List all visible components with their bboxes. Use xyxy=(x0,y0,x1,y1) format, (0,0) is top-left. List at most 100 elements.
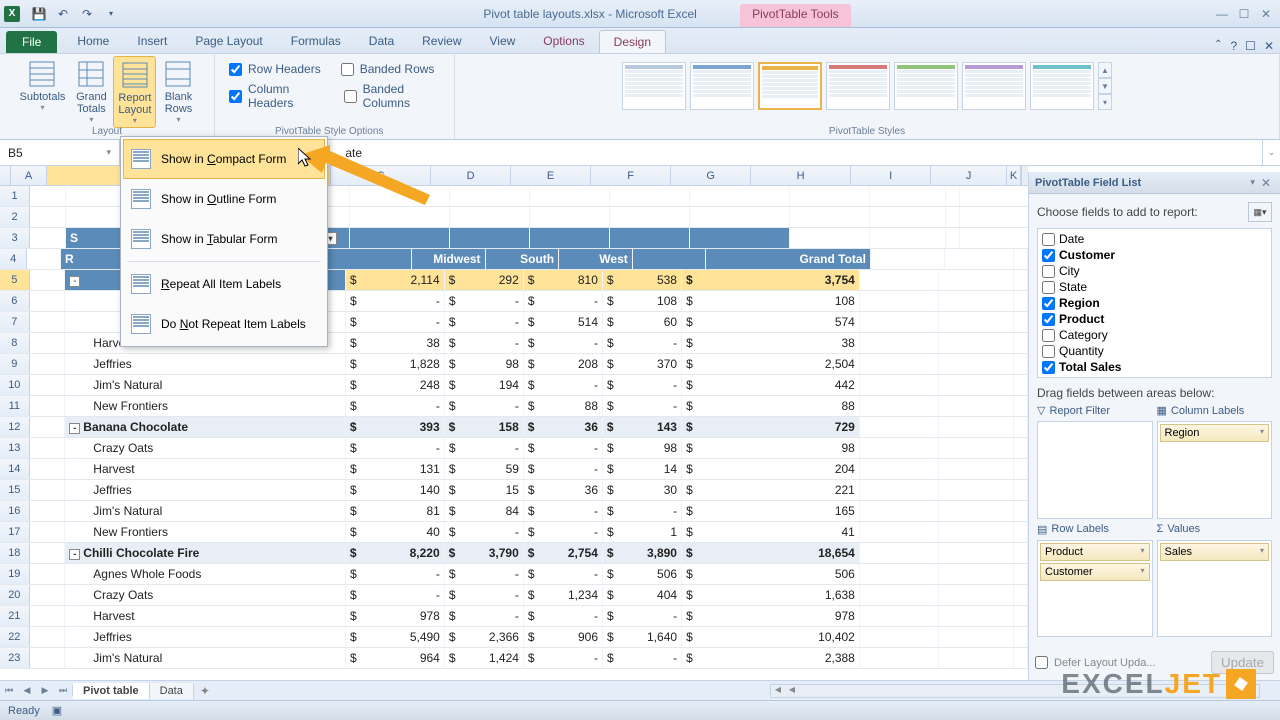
gallery-more-icon[interactable]: ▾ xyxy=(1098,94,1112,110)
sheet-tab-data[interactable]: Data xyxy=(150,683,194,699)
sheet-next-icon[interactable]: ▶ xyxy=(36,685,54,696)
row-header-14[interactable]: 14 xyxy=(0,459,30,479)
row-header-1[interactable]: 1 xyxy=(0,186,30,206)
row-header-4[interactable]: 4 xyxy=(0,249,27,269)
row-header-19[interactable]: 19 xyxy=(0,564,30,584)
qat-customize-icon[interactable]: ▾ xyxy=(100,4,122,24)
field-city[interactable]: City xyxy=(1040,263,1269,279)
value-chip-sales[interactable]: Sales xyxy=(1160,543,1270,561)
maximize-icon[interactable]: ☐ xyxy=(1234,5,1254,23)
gallery-up-icon[interactable]: ▲ xyxy=(1098,62,1112,78)
formula-expand-icon[interactable]: ⌄ xyxy=(1262,140,1280,165)
field-region[interactable]: Region xyxy=(1040,295,1269,311)
blank-rows-button[interactable]: Blank Rows ▾ xyxy=(158,56,198,128)
row-header-12[interactable]: 12 xyxy=(0,417,30,437)
col-header-F[interactable]: F xyxy=(591,166,671,185)
column-chip-region[interactable]: Region xyxy=(1160,424,1270,442)
report-filter-box[interactable] xyxy=(1037,421,1153,519)
style-thumb-2[interactable] xyxy=(758,62,822,110)
row-header-5[interactable]: 5 xyxy=(0,270,30,290)
field-date[interactable]: Date xyxy=(1040,231,1269,247)
row-header-17[interactable]: 17 xyxy=(0,522,30,542)
ribbon-tab-formulas[interactable]: Formulas xyxy=(277,30,355,53)
field-total-sales[interactable]: Total Sales xyxy=(1040,359,1269,375)
dropdown-item-2[interactable]: Show in Tabular Form xyxy=(123,219,325,259)
field-customer[interactable]: Customer xyxy=(1040,247,1269,263)
style-thumb-0[interactable] xyxy=(622,62,686,110)
row-headers-checkbox[interactable]: Row Headers xyxy=(229,62,321,76)
ribbon-tab-page-layout[interactable]: Page Layout xyxy=(181,30,276,53)
undo-icon[interactable]: ↶ xyxy=(52,4,74,24)
col-header-K[interactable]: K xyxy=(1007,166,1021,185)
col-header-G[interactable]: G xyxy=(671,166,751,185)
row-labels-box[interactable]: Product Customer xyxy=(1037,540,1153,638)
column-headers-checkbox[interactable]: Column Headers xyxy=(229,82,324,110)
col-header-E[interactable]: E xyxy=(511,166,591,185)
field-list-options-icon[interactable]: ▦▾ xyxy=(1248,202,1272,222)
name-box[interactable]: B5 xyxy=(0,140,120,165)
style-thumb-5[interactable] xyxy=(962,62,1026,110)
row-chip-product[interactable]: Product xyxy=(1040,543,1150,561)
ribbon-tab-options[interactable]: Options xyxy=(529,30,598,53)
restore-window-icon[interactable]: ☐ xyxy=(1245,39,1256,53)
row-header-6[interactable]: 6 xyxy=(0,291,30,311)
close-icon[interactable]: ✕ xyxy=(1256,5,1276,23)
redo-icon[interactable]: ↷ xyxy=(76,4,98,24)
ribbon-tab-insert[interactable]: Insert xyxy=(123,30,181,53)
row-header-11[interactable]: 11 xyxy=(0,396,30,416)
sheet-prev-icon[interactable]: ◀ xyxy=(18,685,36,696)
column-labels-box[interactable]: Region xyxy=(1157,421,1273,519)
ribbon-tab-view[interactable]: View xyxy=(476,30,530,53)
row-header-3[interactable]: 3 xyxy=(0,228,30,248)
gallery-down-icon[interactable]: ▼ xyxy=(1098,78,1112,94)
field-quantity[interactable]: Quantity xyxy=(1040,343,1269,359)
dropdown-item-1[interactable]: Show in Outline Form xyxy=(123,179,325,219)
row-header-22[interactable]: 22 xyxy=(0,627,30,647)
new-sheet-icon[interactable]: ✦ xyxy=(194,684,216,698)
select-all-corner[interactable] xyxy=(0,166,11,185)
row-chip-customer[interactable]: Customer xyxy=(1040,563,1150,581)
col-header-J[interactable]: J xyxy=(931,166,1007,185)
row-header-18[interactable]: 18 xyxy=(0,543,30,563)
defer-checkbox[interactable] xyxy=(1035,656,1048,669)
report-layout-button[interactable]: Report Layout ▾ xyxy=(113,56,156,128)
banded-rows-checkbox[interactable]: Banded Rows xyxy=(341,62,435,76)
subtotals-button[interactable]: Subtotals ▾ xyxy=(16,56,70,128)
ribbon-tab-review[interactable]: Review xyxy=(408,30,475,53)
ribbon-tab-design[interactable]: Design xyxy=(599,30,666,53)
grand-totals-button[interactable]: Grand Totals ▾ xyxy=(71,56,111,128)
col-header-C[interactable]: C xyxy=(331,166,431,185)
col-header-A[interactable]: A xyxy=(11,166,47,185)
save-icon[interactable]: 💾 xyxy=(28,4,50,24)
row-header-16[interactable]: 16 xyxy=(0,501,30,521)
row-header-23[interactable]: 23 xyxy=(0,648,30,668)
sheet-first-icon[interactable]: ⏮ xyxy=(0,685,18,696)
field-state[interactable]: State xyxy=(1040,279,1269,295)
sheet-tab-pivot-table[interactable]: Pivot table xyxy=(73,683,150,699)
row-header-8[interactable]: 8 xyxy=(0,333,30,353)
col-header-D[interactable]: D xyxy=(431,166,511,185)
row-header-21[interactable]: 21 xyxy=(0,606,30,626)
values-box[interactable]: Sales xyxy=(1157,540,1273,638)
dropdown-item-5[interactable]: Do Not Repeat Item Labels xyxy=(123,304,325,344)
minimize-icon[interactable]: — xyxy=(1212,5,1232,23)
dropdown-item-0[interactable]: Show in Compact Form xyxy=(123,139,325,179)
row-header-15[interactable]: 15 xyxy=(0,480,30,500)
sheet-last-icon[interactable]: ⏭ xyxy=(54,685,72,696)
row-header-7[interactable]: 7 xyxy=(0,312,30,332)
row-header-20[interactable]: 20 xyxy=(0,585,30,605)
field-list-close-icon[interactable]: ✕ xyxy=(1258,176,1274,190)
ribbon-tab-home[interactable]: Home xyxy=(63,30,123,53)
row-header-9[interactable]: 9 xyxy=(0,354,30,374)
style-thumb-4[interactable] xyxy=(894,62,958,110)
ribbon-tab-data[interactable]: Data xyxy=(355,30,408,53)
ribbon-minimize-icon[interactable]: ⌃ xyxy=(1214,39,1222,53)
row-header-10[interactable]: 10 xyxy=(0,375,30,395)
style-thumb-6[interactable] xyxy=(1030,62,1094,110)
col-header-I[interactable]: I xyxy=(851,166,931,185)
field-list-dropdown-icon[interactable]: ▾ xyxy=(1247,177,1258,188)
dropdown-item-4[interactable]: Repeat All Item Labels xyxy=(123,264,325,304)
style-thumb-1[interactable] xyxy=(690,62,754,110)
help-icon[interactable]: ? xyxy=(1230,39,1237,53)
field-category[interactable]: Category xyxy=(1040,327,1269,343)
